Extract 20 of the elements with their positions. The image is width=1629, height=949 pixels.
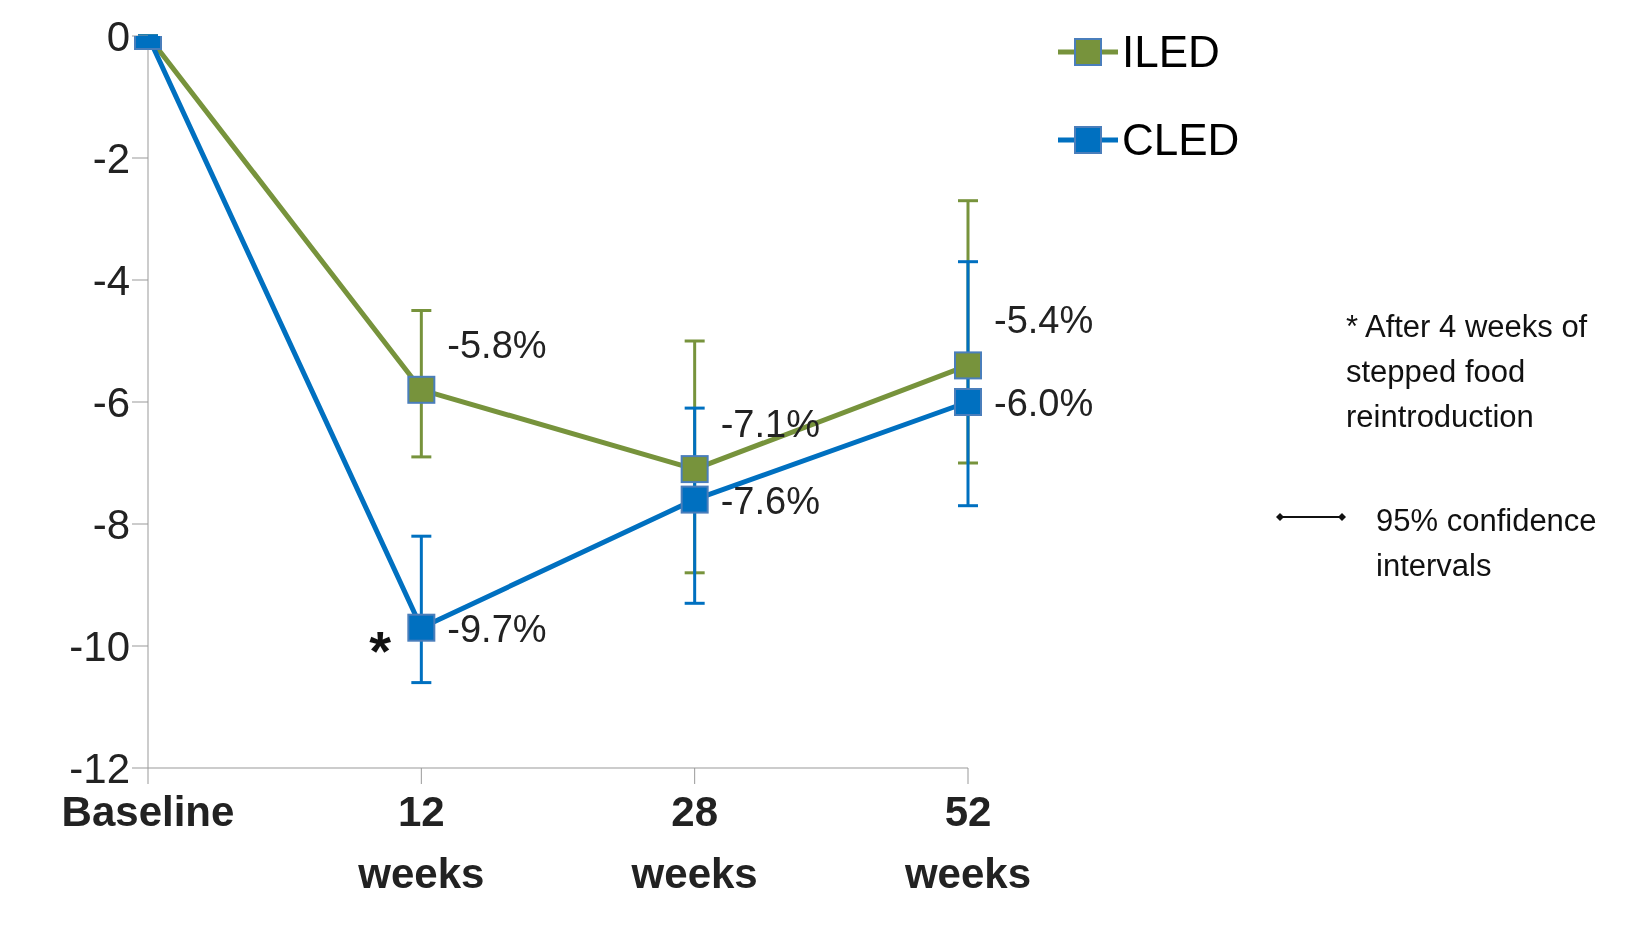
data-label: -7.1% [720, 403, 820, 446]
y-tick-label: 0 [106, 12, 130, 60]
text: 95% confidence intervals [1376, 502, 1598, 585]
data-label: -5.4% [994, 299, 1094, 342]
y-tick-label: -6 [92, 378, 130, 426]
data-label: -6.0% [994, 382, 1094, 424]
data-label: -9.7% [447, 607, 547, 650]
data-label: -7.6% [720, 479, 820, 522]
annotation: * [369, 618, 392, 682]
legend-label: CLED [1122, 115, 1240, 165]
y-tick-label: -8 [92, 500, 130, 548]
x-tick-label: 52 weeks [903, 788, 1032, 897]
x-tick-label: 12 weeks [357, 788, 485, 897]
y-tick-label: -2 [92, 134, 130, 182]
y-tick-label: -4 [92, 256, 130, 304]
x-tick-label: 28 weeks [630, 788, 758, 897]
y-tick-label: -10 [69, 622, 130, 670]
data-label: -5.8% [447, 323, 547, 366]
text: * After 4 weeks of stepped food reintroduction [1346, 308, 1589, 436]
legend-label: ILED [1122, 27, 1220, 77]
